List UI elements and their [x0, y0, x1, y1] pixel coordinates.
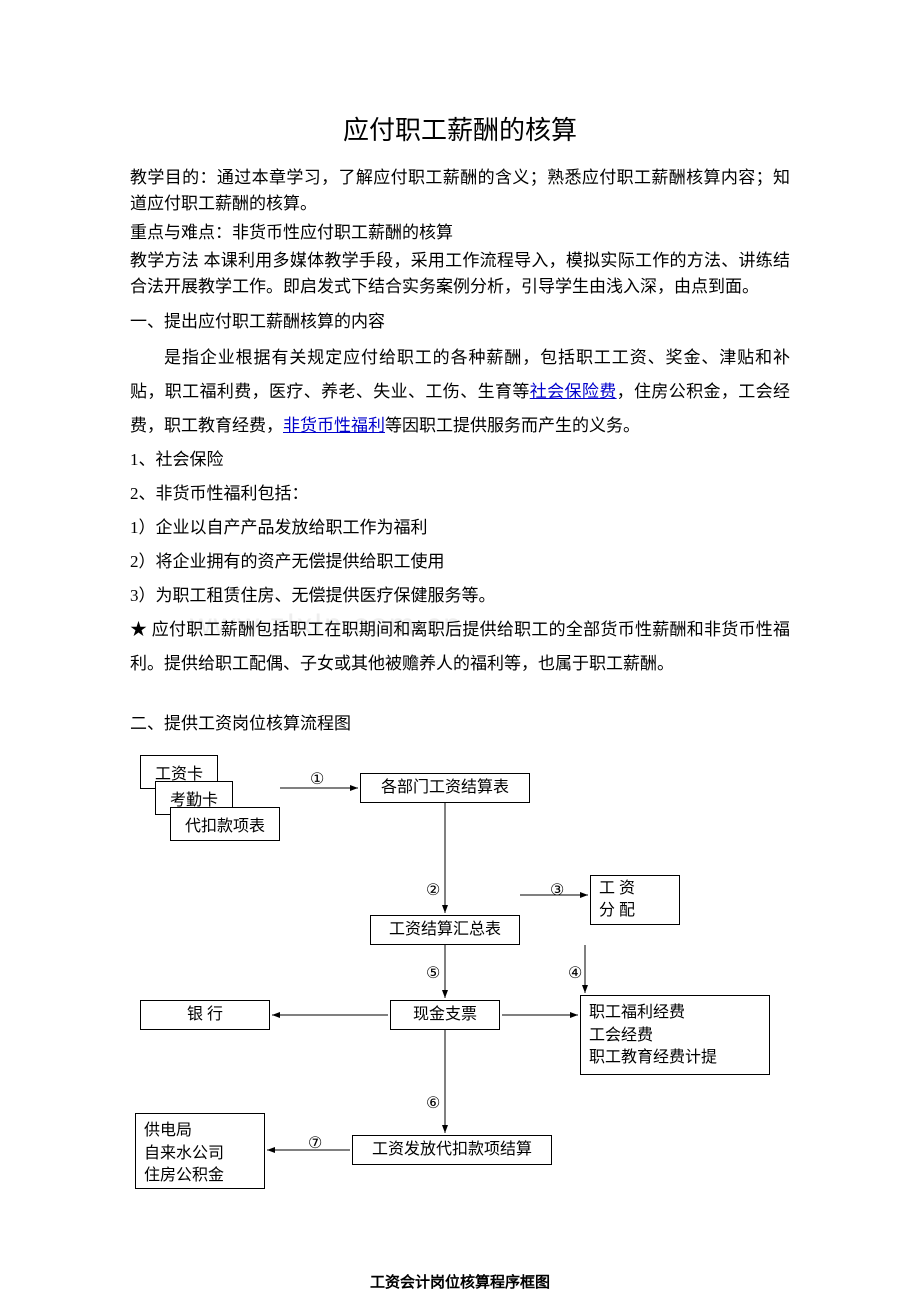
step-1: ①: [310, 769, 324, 789]
node-cash-check: 现金支票: [390, 1000, 500, 1030]
link-noncash-benefit[interactable]: 非货币性福利: [283, 416, 385, 435]
intro-method: 教学方法 本课利用多媒体教学手段，采用工作流程导入，模拟实际工作的方法、讲练结合…: [130, 248, 790, 301]
welfare-line2: 工会经费: [589, 1025, 717, 1047]
document-body: 应付职工薪酬的核算 教学目的：通过本章学习，了解应付职工薪酬的含义；熟悉应付职工…: [130, 110, 790, 1215]
node-bank: 银 行: [140, 1000, 270, 1030]
step-7: ⑦: [308, 1133, 322, 1153]
item-star: ★ 应付职工薪酬包括职工在职期间和离职后提供给职工的全部货币性薪酬和非货币性福利…: [130, 613, 790, 681]
intro-focus: 重点与难点：非货币性应付职工薪酬的核算: [130, 220, 790, 246]
util-line1: 供电局: [144, 1120, 224, 1142]
node-deduction-sheet: 代扣款项表: [170, 807, 280, 841]
wage-dist-line2: 分 配: [599, 900, 635, 922]
node-wage-distribute: 工 资 分 配: [590, 875, 680, 925]
link-social-insurance[interactable]: 社会保险费: [530, 382, 617, 401]
welfare-line3: 职工教育经费计提: [589, 1047, 717, 1069]
section-1-head: 一、提出应付职工薪酬核算的内容: [130, 309, 790, 335]
wage-dist-line1: 工 资: [599, 878, 635, 900]
section-2-head: 二、提供工资岗位核算流程图: [130, 711, 790, 737]
intro-purpose: 教学目的：通过本章学习，了解应付职工薪酬的含义；熟悉应付职工薪酬核算内容；知道应…: [130, 165, 790, 218]
page-title: 应付职工薪酬的核算: [130, 110, 790, 147]
item-2c: 3）为职工租赁住房、无偿提供医疗保健服务等。: [130, 579, 790, 613]
step-6: ⑥: [426, 1093, 440, 1113]
util-line3: 住房公积金: [144, 1165, 224, 1187]
step-2: ②: [426, 880, 440, 900]
step-3: ③: [550, 880, 564, 900]
step-4: ④: [568, 963, 582, 983]
node-dept-wage-settle: 各部门工资结算表: [360, 773, 530, 803]
item-2a: 1）企业以自产产品发放给职工作为福利: [130, 511, 790, 545]
item-2: 2、非货币性福利包括：: [130, 477, 790, 511]
welfare-line1: 职工福利经费: [589, 1002, 717, 1024]
section-1-body: 是指企业根据有关规定应付给职工的各种薪酬，包括职工工资、奖金、津贴和补贴，职工福…: [130, 341, 790, 443]
node-utilities: 供电局 自来水公司 住房公积金: [135, 1113, 265, 1189]
item-2b: 2）将企业拥有的资产无偿提供给职工使用: [130, 545, 790, 579]
node-wage-summary: 工资结算汇总表: [370, 915, 520, 945]
text-part-c: 等因职工提供服务而产生的义务。: [385, 416, 640, 435]
item-1: 1、社会保险: [130, 443, 790, 477]
node-deduction-settle: 工资发放代扣款项结算: [352, 1135, 552, 1165]
util-line2: 自来水公司: [144, 1143, 224, 1165]
flowchart: 工资卡 考勤卡 代扣款项表 各部门工资结算表 工资结算汇总表 工 资 分 配 现…: [130, 755, 790, 1215]
footer-caption: 工资会计岗位核算程序框图: [0, 1271, 920, 1292]
step-5: ⑤: [426, 963, 440, 983]
node-welfare: 职工福利经费 工会经费 职工教育经费计提: [580, 995, 770, 1075]
